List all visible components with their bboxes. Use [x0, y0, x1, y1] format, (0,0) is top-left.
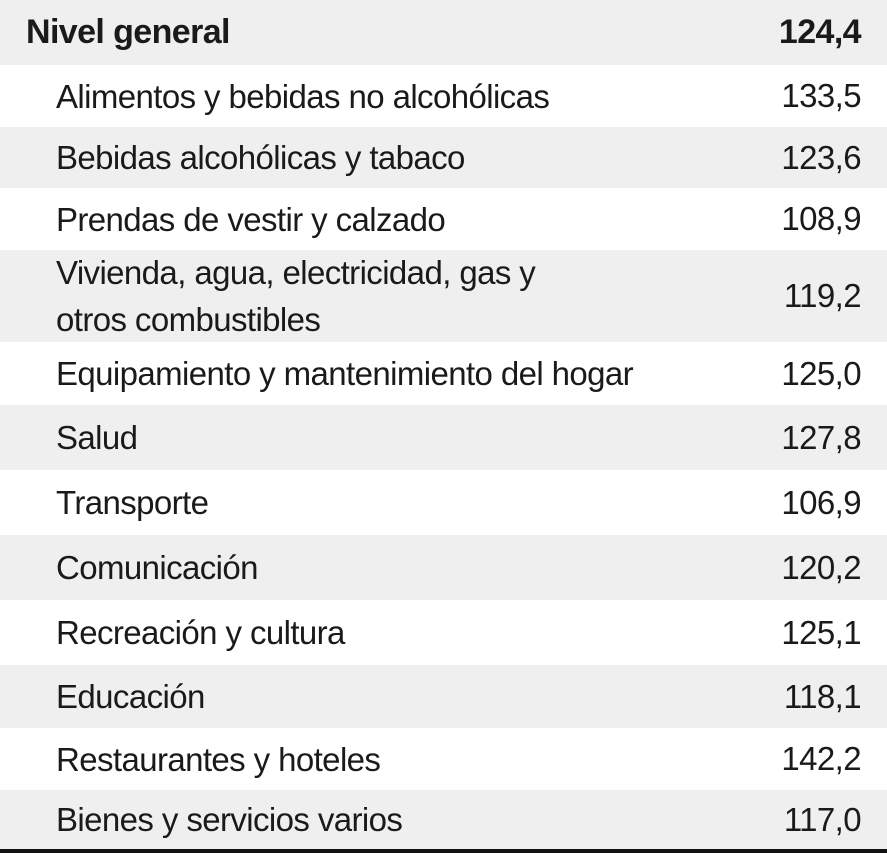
row-label: Bienes y servicios varios — [56, 801, 403, 838]
table-row: Restaurantes y hoteles 142,2 — [0, 728, 887, 790]
table-header-row: Nivel general 124,4 — [0, 0, 887, 65]
row-label: Equipamiento y mantenimiento del hogar — [56, 355, 634, 392]
row-label: Restaurantes y hoteles — [56, 740, 381, 778]
table-row: Equipamiento y mantenimiento del hogar 1… — [0, 342, 887, 405]
table-row: Vivienda, agua, electricidad, gas y otro… — [0, 250, 887, 342]
table-row: Comunicación 120,2 — [0, 535, 887, 600]
header-label: Nivel general — [26, 13, 230, 51]
row-value: 120,2 — [781, 548, 861, 586]
table-row: Alimentos y bebidas no alcohólicas 133,5 — [0, 65, 887, 127]
row-value: 117,0 — [783, 800, 862, 838]
row-value: 118,1 — [783, 677, 862, 715]
row-label: Bebidas alcohólicas y tabaco — [56, 139, 465, 176]
row-value: 142,2 — [781, 740, 861, 777]
row-value: 127,8 — [781, 418, 861, 456]
row-label: Transporte — [56, 484, 209, 521]
row-value: 125,1 — [781, 613, 861, 651]
row-value: 108,9 — [781, 200, 861, 237]
table-row: Educación 118,1 — [0, 665, 887, 728]
row-label: Alimentos y bebidas no alcohólicas — [56, 77, 550, 115]
table-row: Recreación y cultura 125,1 — [0, 600, 887, 665]
row-label: Vivienda, agua, electricidad, gas y otro… — [56, 254, 536, 338]
row-label: Salud — [56, 419, 138, 456]
table-row: Bebidas alcohólicas y tabaco 123,6 — [0, 127, 887, 188]
row-label: Educación — [56, 678, 205, 715]
table-row: Bienes y servicios varios 117,0 — [0, 790, 887, 849]
table-row: Transporte 106,9 — [0, 470, 887, 535]
row-value: 106,9 — [781, 483, 861, 521]
row-value: 125,0 — [781, 354, 861, 392]
table-row: Salud 127,8 — [0, 405, 887, 470]
row-value: 133,5 — [781, 77, 861, 114]
table-row: Prendas de vestir y calzado 108,9 — [0, 188, 887, 250]
header-value: 124,4 — [778, 13, 862, 51]
row-label: Recreación y cultura — [56, 614, 345, 651]
row-value: 123,6 — [781, 138, 861, 176]
row-label: Prendas de vestir y calzado — [56, 200, 446, 238]
row-label: Comunicación — [56, 549, 259, 586]
row-value: 119,2 — [783, 277, 862, 314]
